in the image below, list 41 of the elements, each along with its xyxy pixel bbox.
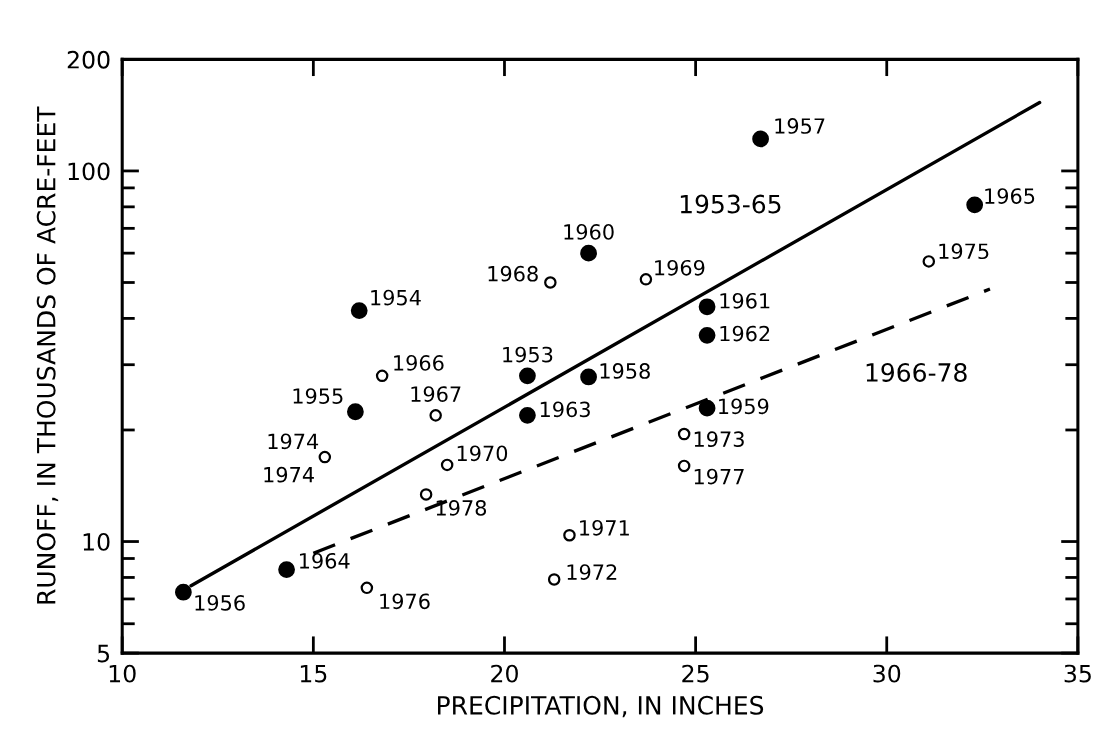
series-label: 1953-65 [680, 194, 781, 214]
annotation: 1974 [268, 433, 319, 450]
x-tick-label: 10 [109, 664, 136, 683]
y-axis-title: RUNOFF, IN THOUSANDS OF ACRE-FEET [36, 106, 59, 604]
annotation: 1977 [694, 468, 744, 485]
annotation: 1960 [564, 224, 614, 240]
annotation: 1975 [939, 243, 989, 260]
x-tick-label: 35 [1064, 664, 1091, 683]
x-axis-title: PRECIPITATION, IN INCHES [438, 695, 764, 718]
y-tick-label: 10 [83, 532, 110, 551]
annotation: 1965 [985, 188, 1035, 204]
annotation: 1956 [195, 594, 245, 611]
annotation: 1953 [503, 346, 553, 363]
annotation: 1955 [293, 388, 343, 404]
annotation: 1967 [411, 386, 461, 402]
x-tick-label: 20 [491, 664, 518, 683]
annotation: 1974 [264, 466, 314, 483]
series-label: 1966-78 [866, 362, 967, 382]
x-tick-label: 15 [300, 664, 327, 683]
annotation: 1958 [600, 363, 650, 379]
annotation: 1971 [580, 519, 629, 536]
y-tick-label: 5 [97, 644, 110, 663]
annotation: 1963 [540, 401, 590, 418]
annotation: 1957 [775, 118, 825, 134]
y-tick-label: 100 [68, 162, 110, 181]
annotation: 1968 [488, 265, 538, 282]
annotation: 1969 [655, 259, 705, 276]
annotation: 1962 [720, 325, 770, 342]
x-tick-label: 30 [873, 664, 901, 683]
annotation: 1972 [567, 564, 617, 580]
annotation: 1973 [694, 431, 744, 448]
annotation: 1978 [436, 500, 487, 516]
annotation: 1959 [719, 398, 769, 415]
y-tick-label: 200 [67, 50, 110, 69]
annotation: 1970 [457, 445, 508, 462]
annotation: 1954 [371, 289, 421, 306]
x-tick-label: 25 [682, 664, 709, 683]
annotation: 1964 [299, 552, 350, 569]
annotation: 1976 [380, 593, 430, 610]
annotation: 1961 [720, 292, 770, 309]
annotation: 1966 [394, 355, 444, 371]
